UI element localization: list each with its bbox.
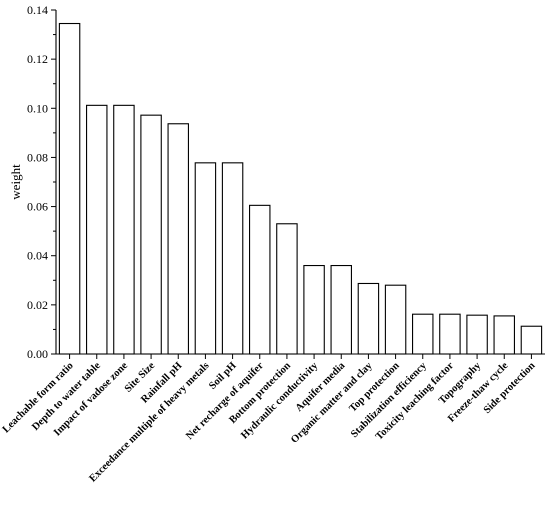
bar [113,104,135,355]
bar [493,315,515,355]
y-ticks: 0.00 0.02 0.04 0.06 0.08 0.10 0.12 0.14 [27,3,56,361]
bars-layer [58,22,543,355]
bar [520,325,543,355]
bar [86,104,108,355]
y-tick-label: 0.02 [27,298,48,312]
y-tick-label: 0.14 [27,3,48,17]
bar [249,204,271,355]
bar [357,282,380,355]
bar [140,114,162,355]
y-tick-label: 0.12 [27,52,48,66]
y-tick-label: 0.10 [27,101,48,115]
bar [303,264,325,355]
bar [412,313,434,355]
bar [276,223,298,355]
bar [330,264,352,355]
y-tick-label: 0.04 [27,249,48,263]
bar [466,314,488,355]
y-axis-title: weight [8,164,23,200]
bar [58,22,81,355]
bar [221,162,244,355]
bar [167,123,189,355]
bar [384,284,407,355]
y-tick-label: 0.08 [27,150,48,164]
y-tick-label: 0.00 [27,347,48,361]
y-tick-label: 0.06 [27,200,48,214]
bar [194,162,217,355]
bar [439,313,461,355]
